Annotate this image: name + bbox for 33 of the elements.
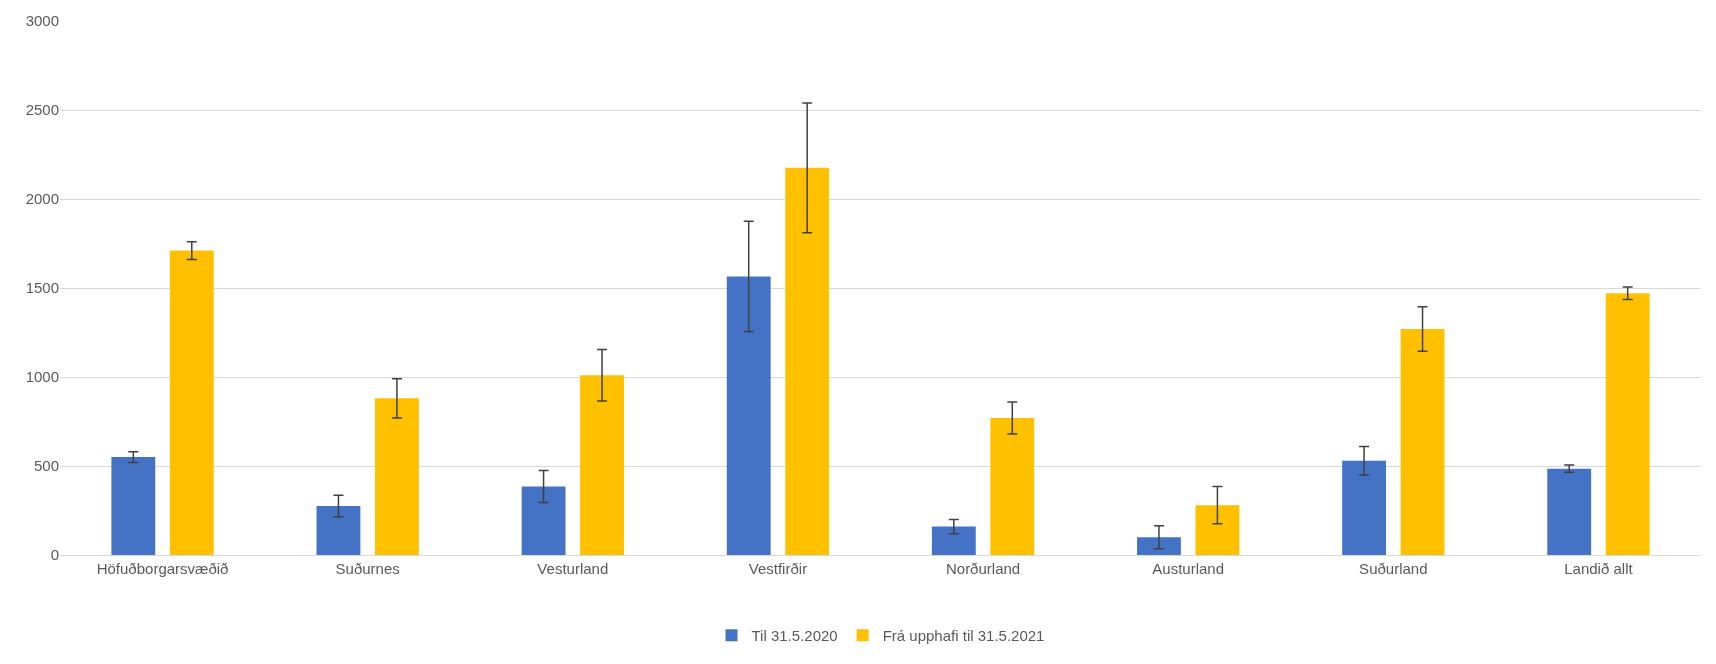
bar [931,526,976,555]
y-tick-label: 500 [33,457,59,475]
x-tick-label: Höfuðborgarsvæðið [96,560,229,577]
bar [726,276,771,555]
bar [169,250,214,555]
y-tick-label: 1500 [25,279,59,297]
bar [375,398,419,555]
x-tick-label: Vesturland [537,560,609,577]
bar [1342,460,1386,555]
bar [521,486,566,555]
bar [990,417,1035,555]
bar [1547,468,1592,555]
y-tick-label: 2000 [25,190,59,208]
bar [580,375,624,555]
y-tick-label: 1000 [25,368,59,386]
bar [316,506,361,555]
y-tick-label: 2500 [25,101,59,119]
x-tick-label: Norðurland [945,560,1021,577]
bar [785,167,830,555]
bar [1195,505,1240,555]
bar [111,457,156,555]
x-tick-label: Vestfirðir [748,560,808,577]
bar [1137,537,1181,555]
y-tick-label: 0 [50,546,59,564]
x-tick-label: Suðurnes [335,560,400,577]
bar [1605,293,1650,555]
legend-label: Til 31.5.2020 [751,627,838,645]
legend-label: Frá upphafi til 31.5.2021 [882,627,1045,645]
bar [1400,328,1445,555]
x-tick-label: Suðurland [1359,560,1428,577]
y-tick-label: 3000 [25,12,59,30]
x-tick-label: Landið allt [1564,560,1634,577]
x-tick-label: Austurland [1152,560,1225,577]
